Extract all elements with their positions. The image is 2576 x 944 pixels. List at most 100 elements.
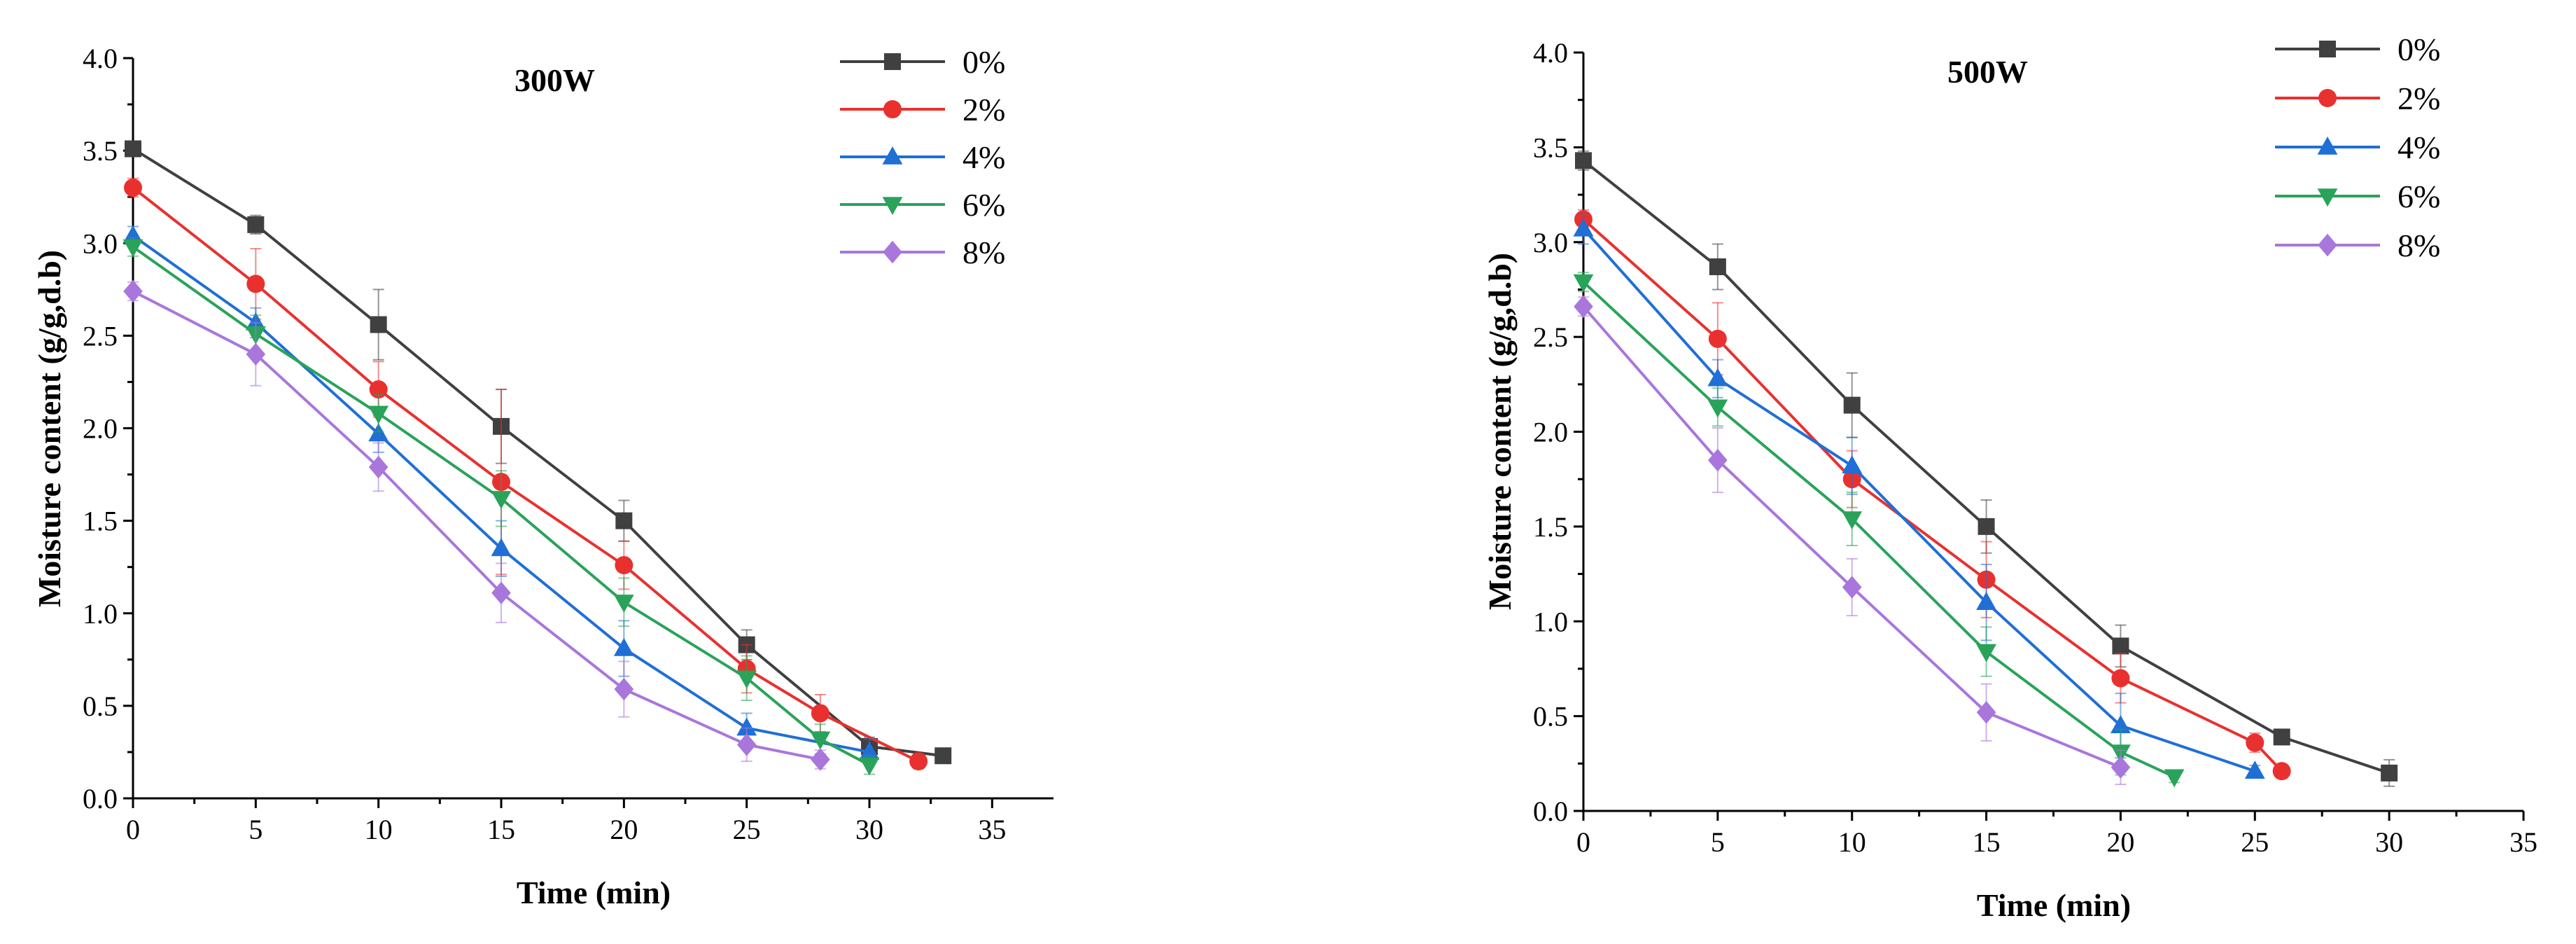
legend-item: 4%: [2275, 130, 2440, 165]
x-tick-label: 10: [365, 814, 393, 845]
series-line: [132, 186, 920, 763]
chart-500w-series: [1573, 150, 2398, 788]
y-tick-label: 4.0: [1533, 37, 1568, 69]
legend-marker: [2318, 89, 2337, 107]
x-tick-label: 0: [126, 814, 140, 845]
data-point: [2244, 761, 2265, 779]
x-axis-title: Time (min): [517, 875, 671, 910]
chart-300w-ticks: 0 5 10 15 20 25 30 35 0.0 0.5 1.0 1.5 2.0 2.5 3.0 3.5 4.…: [83, 43, 1006, 845]
y-tick-label: 0.0: [1533, 796, 1568, 827]
data-point: [1708, 448, 1728, 472]
x-tick-label: 15: [487, 814, 515, 845]
y-tick-label: 1.0: [83, 598, 118, 630]
series-2pct: [1574, 209, 2291, 781]
data-point: [125, 140, 141, 158]
y-tick-label: 3.5: [83, 135, 118, 167]
chart-300w-legend: 0% 2% 4% 6% 8%: [840, 44, 1005, 270]
y-tick-label: 0.5: [83, 690, 118, 722]
data-point: [2246, 733, 2264, 752]
chart-300w-series: [122, 140, 952, 776]
data-point: [2381, 764, 2398, 782]
data-point: [934, 747, 952, 765]
y-tick-label: 0.0: [83, 783, 118, 814]
legend-marker: [883, 240, 902, 264]
data-point: [1843, 396, 1861, 414]
legend-item: 0%: [840, 44, 1005, 80]
x-tick-label: 20: [2106, 826, 2134, 858]
data-point: [1842, 511, 1863, 530]
data-point: [736, 717, 757, 736]
y-tick-label: 1.5: [83, 506, 118, 537]
data-point: [491, 581, 511, 604]
data-point: [124, 178, 142, 197]
data-point: [736, 733, 757, 756]
y-tick-label: 2.0: [1533, 417, 1568, 448]
x-tick-label: 10: [1838, 826, 1866, 858]
data-point: [810, 731, 831, 750]
series-line: [1582, 281, 2176, 779]
y-tick-label: 2.5: [83, 320, 118, 352]
y-tick-label: 4.0: [83, 43, 118, 74]
series-line: [1582, 228, 2255, 773]
y-tick-label: 1.5: [1533, 511, 1568, 543]
series-2pct: [124, 177, 928, 771]
data-point: [491, 538, 512, 557]
legend-item: 6%: [2275, 179, 2440, 214]
legend-item: 0%: [2275, 32, 2440, 67]
data-point: [2110, 756, 2131, 779]
data-point: [1707, 399, 1728, 418]
y-tick-label: 1.0: [1533, 606, 1568, 637]
legend-marker: [2318, 233, 2337, 257]
legend-item: 6%: [840, 187, 1005, 223]
data-point: [1575, 152, 1592, 169]
x-axis-title: Time (min): [1977, 887, 2131, 923]
data-point: [491, 491, 512, 509]
legend-marker: [884, 53, 901, 70]
legend-label: 8%: [2398, 228, 2440, 263]
data-point: [247, 216, 265, 233]
legend-marker: [882, 146, 903, 165]
data-point: [2111, 669, 2130, 688]
data-point: [614, 677, 634, 701]
chart-500w-ticks: 0 5 10 15 20 25 30 35 0.0 0.5 1.0 1.5 2.0 2.5 3.0 3.5 4.…: [1533, 37, 2538, 858]
y-tick-label: 2.0: [83, 413, 118, 445]
legend-label: 6%: [2398, 179, 2440, 214]
legend-marker: [2317, 137, 2338, 155]
series-line: [132, 147, 944, 758]
legend-label: 8%: [962, 235, 1005, 270]
series-6pct: [1573, 272, 2185, 788]
x-tick-label: 15: [1973, 826, 2001, 858]
chart-500w-legend: 0% 2% 4% 6% 8%: [2275, 32, 2440, 263]
data-point: [1976, 644, 1996, 662]
chart-300w: 0 5 10 15 20 25 30 35 0.0 0.5 1.0 1.5 2.0 2.5 3.0 3.5 4.…: [31, 43, 1054, 910]
legend-label: 2%: [2398, 81, 2440, 116]
y-tick-label: 3.0: [83, 228, 118, 259]
data-point: [1977, 518, 1995, 535]
legend-label: 6%: [962, 187, 1005, 223]
data-point: [1842, 455, 1863, 474]
data-point: [123, 279, 143, 303]
x-tick-label: 35: [2510, 826, 2538, 858]
x-tick-label: 0: [1576, 826, 1590, 858]
data-point: [2164, 769, 2185, 788]
legend-item: 2%: [2275, 81, 2440, 116]
x-tick-label: 30: [855, 814, 883, 845]
data-point: [615, 556, 634, 575]
x-tick-label: 20: [610, 814, 638, 845]
y-tick-label: 2.5: [1533, 321, 1568, 353]
data-point: [1709, 258, 1726, 275]
legend-marker: [2317, 188, 2338, 207]
data-point: [246, 342, 266, 366]
data-point: [2110, 715, 2131, 733]
legend-label: 2%: [962, 92, 1005, 127]
data-point: [909, 752, 928, 771]
data-point: [811, 704, 830, 723]
data-point: [1842, 576, 1862, 599]
legend-marker: [882, 197, 903, 215]
legend-marker: [883, 100, 902, 118]
data-point: [736, 670, 757, 689]
x-tick-label: 5: [1711, 826, 1725, 858]
data-point: [368, 405, 389, 424]
legend-item: 8%: [2275, 228, 2440, 263]
